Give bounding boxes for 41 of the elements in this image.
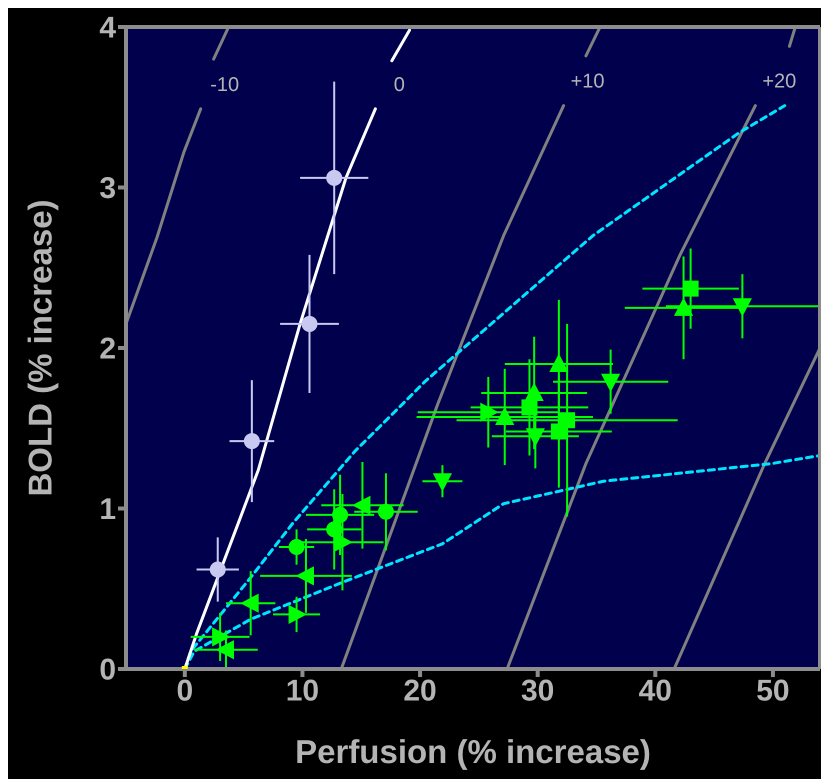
point	[288, 539, 305, 556]
point	[216, 640, 234, 660]
x-tick-label: 0	[176, 674, 194, 708]
point	[549, 354, 568, 372]
point	[326, 170, 342, 186]
point	[210, 561, 226, 578]
y-tick-label: 0	[99, 654, 116, 687]
series-label: 0	[394, 74, 405, 96]
point	[296, 566, 314, 586]
point	[732, 298, 752, 317]
x-tick-label: 10	[286, 674, 320, 708]
y-tick-label: 3	[99, 172, 116, 206]
point	[326, 521, 342, 538]
x-tick-label: 20	[403, 674, 437, 708]
point	[378, 504, 394, 520]
point	[674, 297, 694, 316]
x-tick-label: 30	[521, 674, 554, 708]
x-axis-title: Perfusion (% increase)	[295, 733, 651, 770]
x-tick-label: 50	[756, 674, 790, 708]
point	[240, 594, 259, 613]
point	[521, 399, 538, 416]
point	[526, 428, 545, 447]
point	[432, 473, 452, 492]
y-tick-label: 4	[99, 12, 116, 45]
point	[495, 406, 514, 426]
x-tick-label: 40	[638, 674, 672, 708]
point	[480, 402, 499, 422]
y-axis-title: BOLD (% increase)	[22, 199, 58, 497]
point	[244, 433, 260, 450]
point	[288, 604, 307, 624]
point	[212, 627, 230, 646]
y-tick-label: 1	[99, 493, 116, 526]
point	[601, 374, 620, 392]
point	[352, 496, 370, 515]
point	[682, 280, 699, 297]
series-label: +20	[762, 70, 796, 93]
series-label: +10	[570, 70, 605, 93]
point	[332, 506, 348, 523]
y-tick-label: 2	[99, 332, 116, 366]
point	[302, 316, 318, 332]
series-label: -10	[210, 74, 240, 96]
